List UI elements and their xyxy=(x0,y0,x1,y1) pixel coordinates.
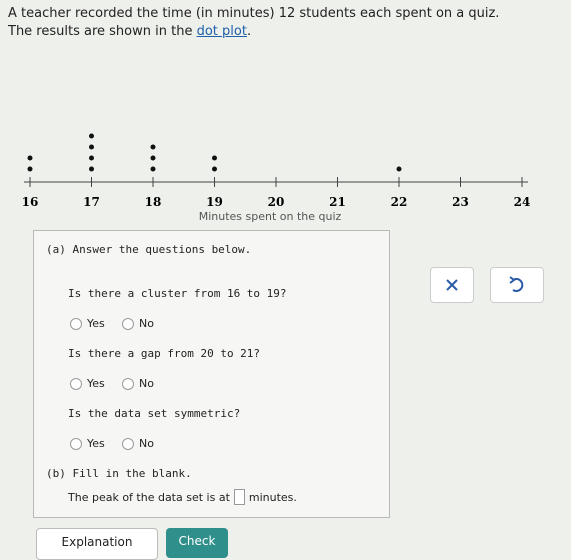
dot-plot: Minutes spent on the quiz 16 17 18 19 20 21 22… xyxy=(22,133,531,223)
radio-button[interactable] xyxy=(70,317,82,330)
option[interactable]: No xyxy=(122,317,154,330)
option-label: Yes xyxy=(87,437,105,450)
radio-button[interactable] xyxy=(70,437,82,450)
question-text: Is the data set symmetric? xyxy=(68,407,241,420)
page: A teacher recorded the time (in minutes)… xyxy=(8,6,544,560)
option-label: No xyxy=(139,377,154,390)
blank-text: The peak of the data set is at xyxy=(68,490,230,504)
dot-plot-link[interactable]: dot plot xyxy=(196,24,247,39)
dot xyxy=(89,144,94,150)
header-text: The results are shown in the xyxy=(8,24,193,39)
x-tick-label: 16 xyxy=(22,195,39,209)
radio-button[interactable] xyxy=(122,377,134,390)
x-tick-label: 20 xyxy=(268,195,285,209)
explanation-button[interactable]: Explanation xyxy=(36,528,158,560)
x-tick-label: 24 xyxy=(514,195,531,209)
x-tick-label: 18 xyxy=(145,195,162,209)
radio-button[interactable] xyxy=(122,437,134,450)
dot xyxy=(89,166,94,172)
x-tick-label: 22 xyxy=(391,195,408,209)
dot xyxy=(150,166,156,172)
part-a-prompt: (a) Answer the questions below. xyxy=(46,243,252,256)
blank-text: minutes. xyxy=(248,490,297,504)
x-tick-label: 17 xyxy=(83,195,100,209)
dot xyxy=(150,155,156,161)
header-line: A teacher recorded the time (in minutes)… xyxy=(8,6,500,21)
question-text: Is there a cluster from 16 to 19? xyxy=(68,287,287,300)
option-label: No xyxy=(139,317,154,330)
option[interactable]: No xyxy=(122,437,154,450)
clear-button[interactable] xyxy=(430,267,474,303)
question-panel: (a) Answer the questions below. Is there … xyxy=(33,230,390,518)
option-label: Yes xyxy=(87,317,105,330)
dot xyxy=(150,144,156,150)
question-text: Is there a gap from 20 to 21? xyxy=(68,347,261,360)
option[interactable]: Yes xyxy=(70,437,105,450)
part-b-prompt: (b) Fill in the blank. xyxy=(46,467,192,480)
header-text: . xyxy=(246,24,252,39)
undo-button[interactable] xyxy=(490,267,544,303)
clear-icon xyxy=(446,279,458,291)
radio-button[interactable] xyxy=(70,377,82,390)
x-axis-label: Minutes spent on the quiz xyxy=(199,210,342,223)
answer-input[interactable] xyxy=(233,489,245,505)
dot xyxy=(396,166,402,172)
header-line: The results are shown in the dot plot. xyxy=(8,24,251,39)
dot xyxy=(27,166,33,172)
radio-button[interactable] xyxy=(122,317,134,330)
option-label: No xyxy=(139,437,154,450)
option[interactable]: Yes xyxy=(70,377,105,390)
dot xyxy=(27,155,33,161)
option-label: Yes xyxy=(87,377,105,390)
fill-blank: The peak of the data set is at minutes. xyxy=(68,489,297,505)
x-tick-label: 23 xyxy=(452,195,469,209)
undo-icon xyxy=(509,276,524,292)
x-tick-label: 21 xyxy=(329,195,346,209)
option[interactable]: Yes xyxy=(70,317,105,330)
check-button[interactable]: Check xyxy=(166,528,228,558)
dot xyxy=(212,155,217,161)
dot xyxy=(89,155,94,161)
dot xyxy=(212,166,217,172)
x-tick-label: 19 xyxy=(206,195,223,209)
dot xyxy=(89,133,94,139)
option[interactable]: No xyxy=(122,377,154,390)
